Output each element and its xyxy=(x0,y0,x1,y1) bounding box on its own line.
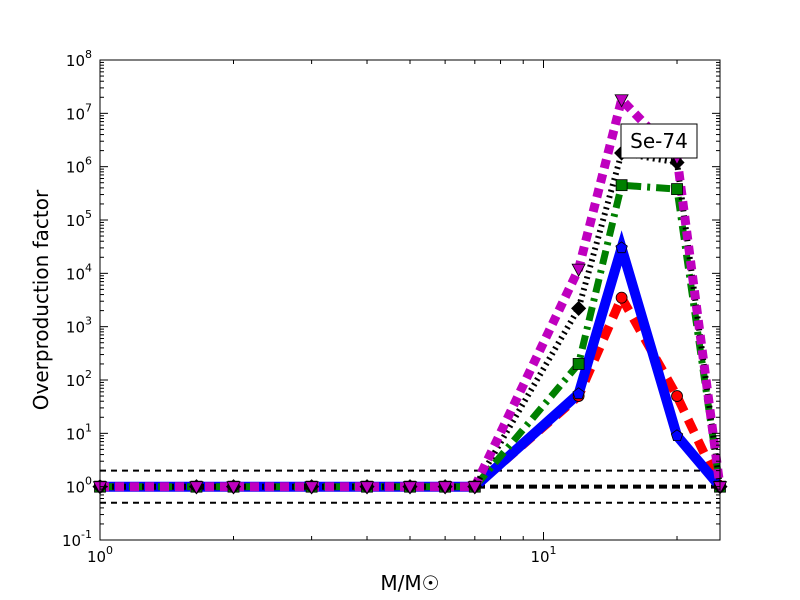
series-0-point-10 xyxy=(671,390,683,402)
y-tick-label: 103 xyxy=(66,315,92,337)
y-tick-label: 10-1 xyxy=(62,528,92,550)
y-tick-exponent: 8 xyxy=(85,48,92,61)
series-4-point-4 xyxy=(359,481,375,495)
annotation-label: Se-74 xyxy=(630,129,688,153)
y-tick-base: 10 xyxy=(66,52,85,70)
annotation-box xyxy=(620,123,698,159)
series-4-point-6 xyxy=(437,481,453,495)
y-tick-base: 10 xyxy=(66,479,85,497)
y-tick-label: 102 xyxy=(66,368,92,390)
series-3-point-8 xyxy=(571,300,587,316)
series-0-point-9 xyxy=(615,291,628,304)
series-2-point-10 xyxy=(671,183,683,195)
series-4-point-5 xyxy=(402,481,418,495)
y-tick-label: 108 xyxy=(66,48,92,70)
y-tick-exponent: -1 xyxy=(81,528,92,541)
x-tick-exponent: 1 xyxy=(550,544,557,557)
y-tick-exponent: 1 xyxy=(85,421,92,434)
y-tick-exponent: 7 xyxy=(85,101,92,114)
reference-lines xyxy=(100,469,720,504)
y-tick-base: 10 xyxy=(66,372,85,390)
series-4-point-2 xyxy=(226,481,241,495)
y-tick-base: 10 xyxy=(62,532,81,550)
y-tick-exponent: 3 xyxy=(85,315,92,328)
x-axis-ticks: 100 101 xyxy=(87,60,678,566)
annotation: Se-74 xyxy=(620,123,698,159)
y-tick-base: 10 xyxy=(66,265,85,283)
y-tick-exponent: 4 xyxy=(85,261,92,274)
series-4-point-9 xyxy=(614,94,629,108)
x-tick-label: 100 xyxy=(87,544,113,566)
y-tick-exponent: 2 xyxy=(85,368,92,381)
y-tick-base: 10 xyxy=(66,105,85,123)
x-tick-label: 101 xyxy=(530,544,556,566)
y-tick-label: 104 xyxy=(66,261,92,283)
y-tick-label: 100 xyxy=(66,475,92,497)
y-tick-base: 10 xyxy=(66,159,85,177)
y-tick-base: 10 xyxy=(66,425,85,443)
series-1-point-10 xyxy=(670,429,684,442)
series-4-point-3 xyxy=(304,481,319,495)
series-4-point-1 xyxy=(189,481,204,495)
x-tick-base: 10 xyxy=(87,548,106,566)
y-tick-base: 10 xyxy=(66,212,85,230)
x-tick-exponent: 0 xyxy=(106,544,113,557)
series-4-point-7 xyxy=(467,481,482,495)
y-tick-base: 10 xyxy=(66,319,85,337)
y-tick-label: 107 xyxy=(66,101,92,123)
y-axis-title: Overproduction factor xyxy=(29,189,53,410)
series-2-point-8 xyxy=(572,358,585,370)
series-1-point-8 xyxy=(572,387,585,400)
y-tick-exponent: 0 xyxy=(85,475,92,488)
series-1-point-9 xyxy=(615,241,628,254)
y-tick-exponent: 6 xyxy=(85,155,92,168)
y-tick-exponent: 5 xyxy=(85,208,92,221)
x-axis-title: M/M☉ xyxy=(380,571,439,595)
y-tick-label: 105 xyxy=(66,208,92,230)
y-tick-label: 101 xyxy=(66,421,92,443)
y-tick-label: 106 xyxy=(66,155,92,177)
x-tick-base: 10 xyxy=(530,548,549,566)
series-4-point-8 xyxy=(571,263,586,277)
series-2-point-9 xyxy=(615,179,628,192)
